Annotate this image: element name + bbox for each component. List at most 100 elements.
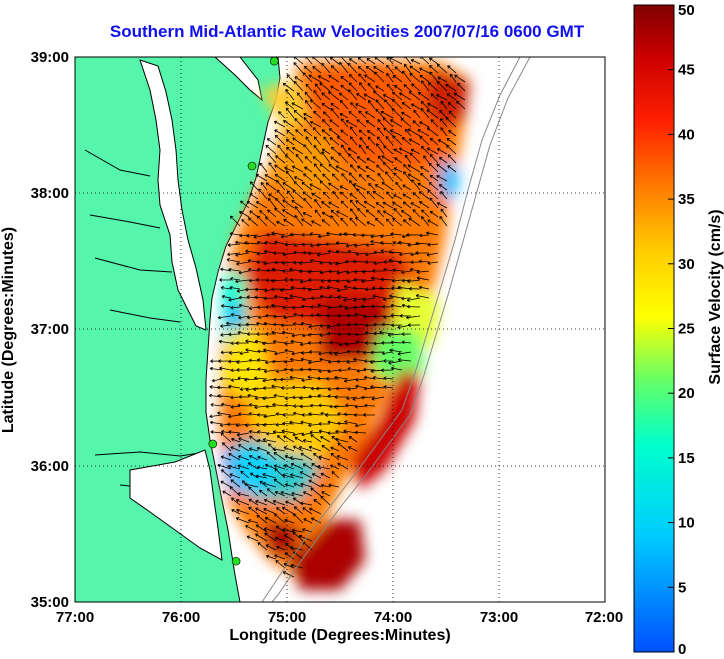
velocity-arrow (371, 304, 385, 309)
velocity-arrow (420, 145, 430, 155)
velocity-arrow (267, 152, 277, 164)
velocity-arrow (415, 241, 430, 246)
velocity-arrow (228, 384, 241, 389)
velocity-arrow (355, 340, 367, 344)
velocity-arrow (238, 437, 250, 443)
velocity-arrow (386, 64, 394, 74)
velocity-arrow (354, 312, 367, 317)
velocity-arrow (381, 181, 394, 191)
velocity-arrow (257, 305, 268, 310)
colorbar-tick-label: 25 (678, 321, 695, 338)
velocity-arrow (283, 562, 295, 569)
velocity-arrow (377, 119, 385, 128)
velocity-field (220, 60, 470, 590)
velocity-arrow (365, 145, 376, 155)
velocity-arrow (392, 74, 403, 83)
velocity-arrow (389, 57, 403, 65)
velocity-arrow (377, 127, 385, 137)
velocity-arrow (247, 259, 259, 263)
velocity-arrow (291, 491, 304, 497)
velocity-arrow (336, 136, 349, 146)
velocity-arrow (302, 463, 313, 470)
velocity-arrow (276, 545, 286, 551)
velocity-arrow (440, 118, 448, 128)
velocity-arrow (407, 164, 421, 173)
y-axis: 39:00 38:00 37:00 36:00 35:00 Latitude (… (0, 49, 69, 611)
velocity-arrow (399, 313, 412, 318)
velocity-arrow (285, 170, 295, 182)
velocity-arrow (248, 455, 259, 461)
velocity-arrow (439, 216, 448, 227)
velocity-arrow (237, 376, 250, 381)
velocity-arrow (389, 294, 403, 299)
velocity-arrow (440, 127, 448, 137)
velocity-arrow (317, 393, 331, 398)
velocity-arrow (337, 421, 349, 426)
velocity-arrow (402, 201, 412, 209)
velocity-arrow (303, 518, 313, 524)
velocity-arrow (330, 65, 340, 74)
velocity-arrow (409, 65, 421, 74)
velocity-arrow (403, 164, 412, 173)
velocity-arrow (352, 259, 367, 264)
velocity-arrow (230, 446, 241, 452)
velocity-arrow (274, 468, 286, 479)
velocity-arrow (220, 350, 232, 355)
velocity-arrow (339, 185, 349, 191)
velocity-arrow (295, 129, 304, 137)
velocity-arrow (329, 340, 340, 345)
velocity-arrow (332, 191, 340, 200)
velocity-arrow (303, 128, 313, 137)
velocity-arrow (310, 305, 321, 309)
velocity-arrow (347, 250, 358, 254)
velocity-arrow (248, 412, 259, 416)
velocity-arrow (346, 396, 358, 401)
velocity-arrow (282, 82, 295, 92)
velocity-arrow (330, 452, 340, 461)
velocity-arrow (301, 181, 313, 191)
velocity-arrow (294, 215, 304, 227)
velocity-arrow (331, 471, 340, 479)
velocity-arrow (217, 411, 232, 416)
velocity-arrow (328, 163, 340, 173)
velocity-arrow (418, 285, 430, 290)
velocity-arrow (382, 210, 394, 218)
velocity-arrow (310, 487, 322, 497)
velocity-arrow (331, 173, 340, 182)
velocity-arrow (266, 232, 277, 237)
velocity-arrow (330, 107, 340, 119)
velocity-arrow (391, 108, 403, 119)
velocity-arrow (358, 144, 367, 155)
colorbar-label: Surface Velocity (cm/s) (707, 209, 724, 384)
velocity-arrow (349, 136, 358, 146)
velocity-arrow (319, 294, 331, 299)
velocity-arrow (380, 241, 394, 245)
velocity-arrow (356, 93, 367, 101)
velocity-arrow (265, 305, 276, 309)
velocity-arrow (266, 451, 277, 461)
velocity-arrow (426, 252, 439, 257)
velocity-arrow (283, 435, 295, 443)
y-tick-label: 38:00 (31, 185, 69, 202)
y-axis-label: Latitude (Degrees:Minutes) (0, 227, 17, 433)
velocity-arrow (393, 194, 403, 200)
velocity-arrow (228, 430, 241, 434)
velocity-arrow (349, 199, 358, 209)
velocity-arrow (364, 403, 376, 408)
x-axis-label: Longitude (Degrees:Minutes) (229, 627, 450, 644)
velocity-arrow (363, 93, 376, 101)
velocity-arrow (256, 446, 268, 452)
velocity-arrow (302, 385, 313, 390)
velocity-arrow (312, 127, 322, 137)
velocity-arrow (238, 270, 250, 275)
velocity-arrow (340, 191, 349, 200)
velocity-arrow (310, 434, 322, 443)
velocity-arrow (326, 324, 340, 329)
land-mass (75, 57, 281, 602)
velocity-arrow (346, 279, 358, 284)
velocity-arrow (328, 295, 340, 299)
velocity-arrow (406, 304, 421, 309)
velocity-arrow (350, 208, 358, 218)
velocity-arrow (419, 121, 430, 128)
velocity-arrow (315, 386, 331, 391)
